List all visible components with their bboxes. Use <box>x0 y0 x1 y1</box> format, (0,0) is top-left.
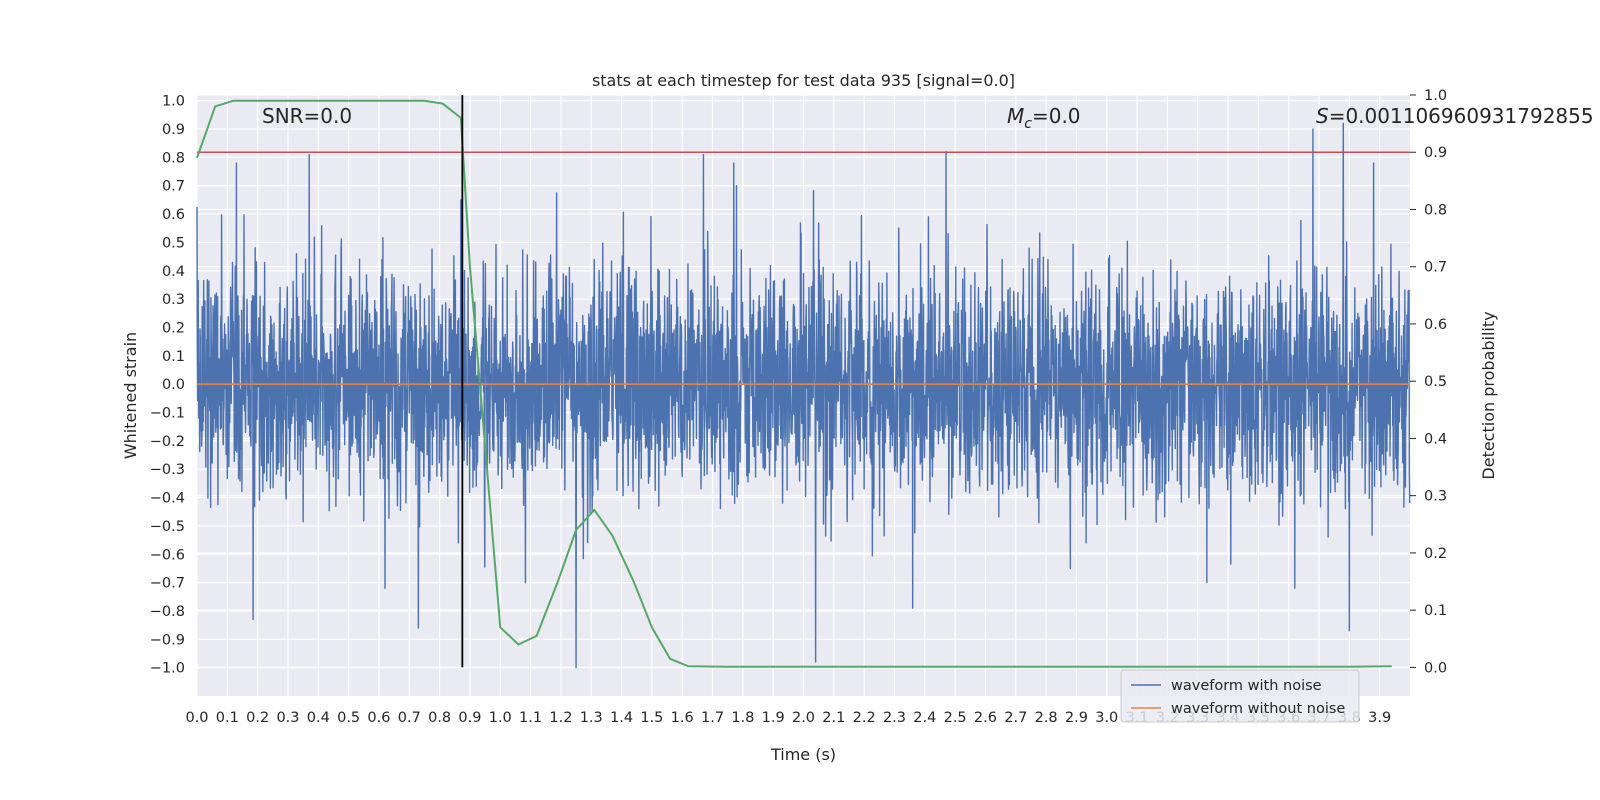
x-tick-label: 1.0 <box>489 710 512 726</box>
annotation-chirp-mass-subscript: c <box>1024 116 1032 132</box>
x-tick-label: 1.1 <box>519 710 542 726</box>
x-axis-label: Time (s) <box>770 745 836 764</box>
annotation-chirp-mass: Mc=0.0 <box>1007 104 1081 132</box>
y-left-tick-label: 0.1 <box>162 349 185 365</box>
x-tick-label: 0.7 <box>398 710 421 726</box>
y-left-tick-label: −0.8 <box>150 604 185 620</box>
x-tick-label: 1.4 <box>610 710 633 726</box>
x-tick-label: 2.8 <box>1035 710 1058 726</box>
x-tick-label: 1.6 <box>671 710 694 726</box>
x-tick-label: 1.8 <box>731 710 754 726</box>
annotation-snr: SNR=0.0 <box>262 104 352 128</box>
x-tick-label: 0.5 <box>337 710 360 726</box>
y-left-tick-label: 0.2 <box>162 320 185 336</box>
y-left-tick-label: −0.4 <box>150 491 185 507</box>
x-tick-label: 2.9 <box>1065 710 1088 726</box>
y-axis-right-label: Detection probability <box>1479 311 1498 479</box>
x-tick-label: 3.0 <box>1095 710 1118 726</box>
y-left-tick-label: 0.8 <box>162 150 185 166</box>
y-left-tick-label: −0.3 <box>150 462 185 478</box>
x-tick-label: 2.4 <box>913 710 936 726</box>
y-left-tick-label: −0.1 <box>150 406 185 422</box>
x-tick-label: 0.1 <box>216 710 239 726</box>
y-left-tick-label: −0.5 <box>150 519 185 535</box>
x-tick-label: 0.6 <box>367 710 390 726</box>
x-tick-label: 0.0 <box>185 710 208 726</box>
y-right-tick-label: 0.7 <box>1424 260 1447 276</box>
y-left-tick-label: 0.7 <box>162 179 185 195</box>
x-tick-label: 1.3 <box>580 710 603 726</box>
x-tick-label: 3.9 <box>1368 710 1391 726</box>
annotation-score-value: =0.001106960931792855 <box>1329 104 1594 128</box>
y-axis-left-label: Whitened strain <box>121 332 140 459</box>
series-line-waveform-with-noise <box>196 122 1411 669</box>
y-left-tick-label: −0.9 <box>150 632 185 648</box>
x-tick-label: 1.5 <box>640 710 663 726</box>
y-left-tick-label: 0.9 <box>162 122 185 138</box>
x-tick-label: 2.2 <box>853 710 876 726</box>
x-tick-label: 2.0 <box>792 710 815 726</box>
x-tick-label: 2.7 <box>1004 710 1027 726</box>
waveform-with-noise-series <box>196 122 1411 669</box>
y-right-tick-label: 1.0 <box>1424 88 1447 104</box>
y-right-tick-label: 0.5 <box>1424 374 1447 390</box>
y-left-tick-label: −0.7 <box>150 576 185 592</box>
annotation-score-symbol: S <box>1316 104 1329 128</box>
x-tick-label: 0.4 <box>307 710 330 726</box>
legend: waveform with noise waveform without noi… <box>1120 669 1360 723</box>
y-right-tick-label: 0.1 <box>1424 603 1447 619</box>
series-line-detection-probability <box>196 99 1392 668</box>
y-right-tick-label: 0.0 <box>1424 660 1447 676</box>
annotation-chirp-mass-value: =0.0 <box>1032 104 1081 128</box>
x-tick-label: 1.2 <box>549 710 572 726</box>
lines-layer <box>196 95 1410 668</box>
y-left-tick-label: −0.6 <box>150 547 185 563</box>
legend-box <box>1120 669 1360 723</box>
y-left-tick-label: 0.5 <box>162 235 185 251</box>
annotation-score: S=0.001106960931792855 <box>1316 104 1594 128</box>
y-left-tick-label: −0.2 <box>150 434 185 450</box>
y-right-tick-label: 0.4 <box>1424 431 1447 447</box>
x-tick-label: 1.9 <box>762 710 785 726</box>
x-tick-label: 0.9 <box>458 710 481 726</box>
x-tick-label: 2.6 <box>974 710 997 726</box>
y-right-tick-label: 0.6 <box>1424 317 1447 333</box>
y-axis-right-ticks: 1.0 0.9 0.8 0.7 0.6 0.5 0.4 0.3 0.2 0.1 0.0 <box>1410 88 1447 676</box>
y-right-tick-label: 0.2 <box>1424 546 1447 562</box>
y-left-tick-label: 0.4 <box>162 264 185 280</box>
legend-label-waveform-with-noise: waveform with noise <box>1171 678 1322 694</box>
y-right-tick-label: 0.8 <box>1424 202 1447 218</box>
annotation-chirp-mass-symbol: M <box>1007 104 1024 128</box>
y-axis-left-ticks: 1.0 0.9 0.8 0.7 0.6 0.5 0.4 0.3 0.2 0.1 0.0 −0.1 −0.… <box>150 94 185 677</box>
y-right-tick-label: 0.3 <box>1424 489 1447 505</box>
x-tick-label: 1.7 <box>701 710 724 726</box>
x-tick-label: 2.5 <box>944 710 967 726</box>
legend-label-waveform-without-noise: waveform without noise <box>1171 701 1345 717</box>
y-left-tick-label: −1.0 <box>150 661 185 677</box>
x-tick-label: 0.2 <box>246 710 269 726</box>
x-tick-label: 2.3 <box>883 710 906 726</box>
x-tick-label: 0.8 <box>428 710 451 726</box>
chart-title: stats at each timestep for test data 935… <box>592 71 1015 90</box>
y-right-tick-label: 0.9 <box>1424 145 1447 161</box>
y-left-tick-label: 0.0 <box>162 377 185 393</box>
y-left-tick-label: 0.3 <box>162 292 185 308</box>
x-tick-label: 0.3 <box>276 710 299 726</box>
y-left-tick-label: 1.0 <box>162 94 185 110</box>
x-tick-label: 2.1 <box>822 710 845 726</box>
y-left-tick-label: 0.6 <box>162 207 185 223</box>
